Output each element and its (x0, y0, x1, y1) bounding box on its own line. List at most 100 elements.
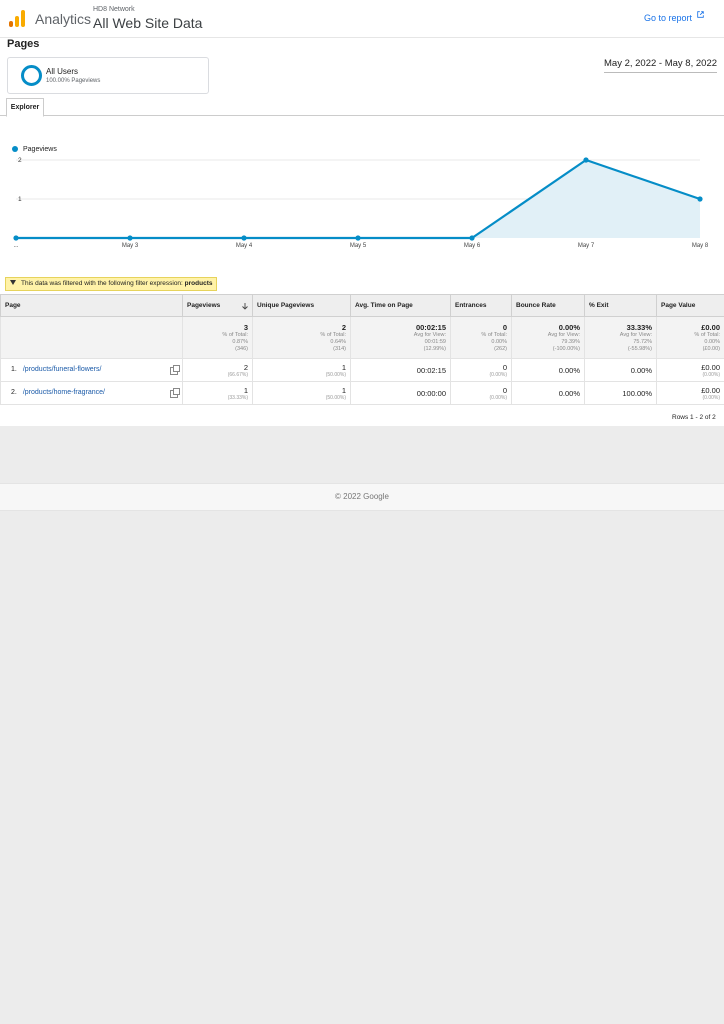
total-base: (346) (235, 345, 248, 352)
bounce-cell: 0.00% (511, 358, 585, 382)
total-base: (-100.00%) (552, 345, 580, 352)
chart-legend[interactable]: Pageviews (12, 146, 57, 153)
row-number: 2. (11, 388, 17, 396)
app-name[interactable]: Analytics (35, 11, 92, 27)
open-page-icon[interactable] (170, 387, 180, 398)
cell-value: 0.00% (558, 388, 580, 398)
col-header-unique-pageviews[interactable]: Unique Pageviews (252, 294, 351, 317)
cell-pct: (0.00%) (702, 371, 720, 378)
cell-value: 00:00:00 (416, 388, 446, 398)
segment-detail: 100.00% Pageviews (46, 78, 101, 84)
arrow-down-icon[interactable] (242, 302, 248, 310)
col-header-page[interactable]: Page (0, 294, 183, 317)
total-bounce-rate: 0.00% Avg for View: 79.39% (-100.00%) (511, 316, 585, 359)
cell-pct: (50.00%) (325, 371, 346, 378)
tab-divider (0, 115, 724, 116)
total-label: Avg for View: (413, 331, 446, 338)
cell-value: 0 (502, 362, 507, 372)
col-header-bounce-rate[interactable]: Bounce Rate (511, 294, 585, 317)
data-point[interactable] (469, 235, 475, 241)
total-label: % of Total: (222, 331, 248, 338)
total-label: Avg for View: (619, 331, 652, 338)
page-link[interactable]: /products/home-fragrance/ (22, 388, 105, 396)
unique-cell: 1 (50.00%) (252, 381, 351, 405)
entrances-cell: 0 (0.00%) (450, 358, 512, 382)
total-base: (-55.98%) (627, 345, 652, 352)
data-point[interactable] (355, 235, 361, 241)
total-unique: 2% of Total: 0.64% (314) (252, 316, 351, 359)
total-label: % of Total: (481, 331, 507, 338)
x-tick-label: ... (13, 243, 18, 249)
cell-pct: (0.00%) (702, 394, 720, 401)
col-header-label: Pageviews (187, 301, 221, 309)
pageviews-cell: 2 (66.67%) (182, 358, 253, 382)
page-value-cell: £0.00 (0.00%) (656, 381, 724, 405)
page-link[interactable]: /products/funeral-flowers/ (22, 365, 102, 373)
page-cell: 2. /products/home-fragrance/ (0, 381, 183, 405)
y-tick-label: 1 (18, 196, 22, 203)
cell-value: £0.00 (701, 385, 720, 395)
cell-pct: (0.00%) (489, 371, 507, 378)
pageviews-chart[interactable]: 2 1... May 3 May 4 May 5 May 6 May 7 May 8 (0, 150, 724, 255)
data-point[interactable] (241, 235, 247, 241)
data-point[interactable] (13, 235, 19, 241)
cell-value: 1 (341, 362, 346, 372)
cell-value: 0 (502, 385, 507, 395)
external-link-icon[interactable] (697, 11, 704, 18)
report-page: Analytics HD8 Network All Web Site Data … (0, 0, 724, 426)
filter-notice: This data was filtered with the followin… (5, 277, 218, 291)
total-label: Avg for View: (547, 331, 580, 338)
col-header-entrances[interactable]: Entrances (450, 294, 512, 317)
tab-explorer[interactable]: Explorer (6, 98, 44, 117)
filter-funnel-icon (10, 280, 16, 285)
data-point[interactable] (127, 235, 133, 241)
totals-empty-cell (0, 316, 183, 359)
go-to-report-link[interactable]: Go to report (644, 13, 693, 23)
total-value: 0.00% (558, 322, 580, 332)
cell-value: 2 (243, 362, 248, 372)
x-tick-label: May 6 (464, 243, 481, 249)
open-page-icon[interactable] (170, 364, 180, 375)
col-header-page-value[interactable]: Page Value (656, 294, 724, 317)
segment-all-users[interactable]: All Users 100.00% Pageviews (7, 57, 209, 94)
total-value: 33.33% (626, 322, 652, 332)
total-label: % of Total: (694, 331, 720, 338)
legend-dot-icon (12, 146, 18, 152)
total-pct: 0.87% (232, 338, 248, 345)
top-bar: Analytics HD8 Network All Web Site Data … (0, 0, 724, 38)
cell-value: 00:02:15 (416, 365, 446, 375)
total-base: (262) (494, 345, 507, 352)
table-header-row: Page Pageviews Unique Pageviews Avg. Tim… (0, 294, 724, 317)
date-range-picker[interactable]: May 2, 2022 - May 8, 2022 (604, 58, 718, 73)
col-header-avg-time[interactable]: Avg. Time on Page (350, 294, 451, 317)
total-pct: 0.00% (704, 338, 720, 345)
filter-text: This data was filtered with the followin… (21, 280, 183, 287)
total-page-value: £0.00% of Total: 0.00% (£0.00) (656, 316, 724, 359)
x-tick-label: May 3 (122, 243, 139, 249)
series-area (16, 160, 700, 238)
row-number: 1. (11, 365, 17, 373)
cell-value: 100.00% (622, 388, 652, 398)
page-title: Pages (7, 38, 40, 50)
y-tick-label: 2 (18, 157, 22, 164)
data-point[interactable] (697, 196, 703, 202)
filter-expression: products (184, 280, 213, 287)
col-header-pageviews[interactable]: Pageviews (182, 294, 253, 317)
avg-time-cell: 00:00:00 (350, 381, 451, 405)
analytics-logo-icon[interactable] (9, 10, 25, 27)
col-header-exit[interactable]: % Exit (584, 294, 657, 317)
view-selector[interactable]: All Web Site Data (93, 15, 203, 31)
cell-value: 0.00% (630, 365, 652, 375)
total-value: £0.00 (701, 322, 720, 332)
total-pct: 0.64% (330, 338, 346, 345)
pagination-info: Rows 1 - 2 of 2 (672, 414, 716, 421)
total-label: % of Total: (320, 331, 346, 338)
cell-value: £0.00 (701, 362, 720, 372)
total-base: (12.99%) (423, 345, 446, 352)
data-table: Page Pageviews Unique Pageviews Avg. Tim… (0, 294, 724, 405)
unique-cell: 1 (50.00%) (252, 358, 351, 382)
segment-ring-icon (21, 65, 42, 86)
cell-value: 1 (243, 385, 248, 395)
footer: © 2022 Google (0, 483, 724, 511)
data-point[interactable] (583, 157, 589, 163)
